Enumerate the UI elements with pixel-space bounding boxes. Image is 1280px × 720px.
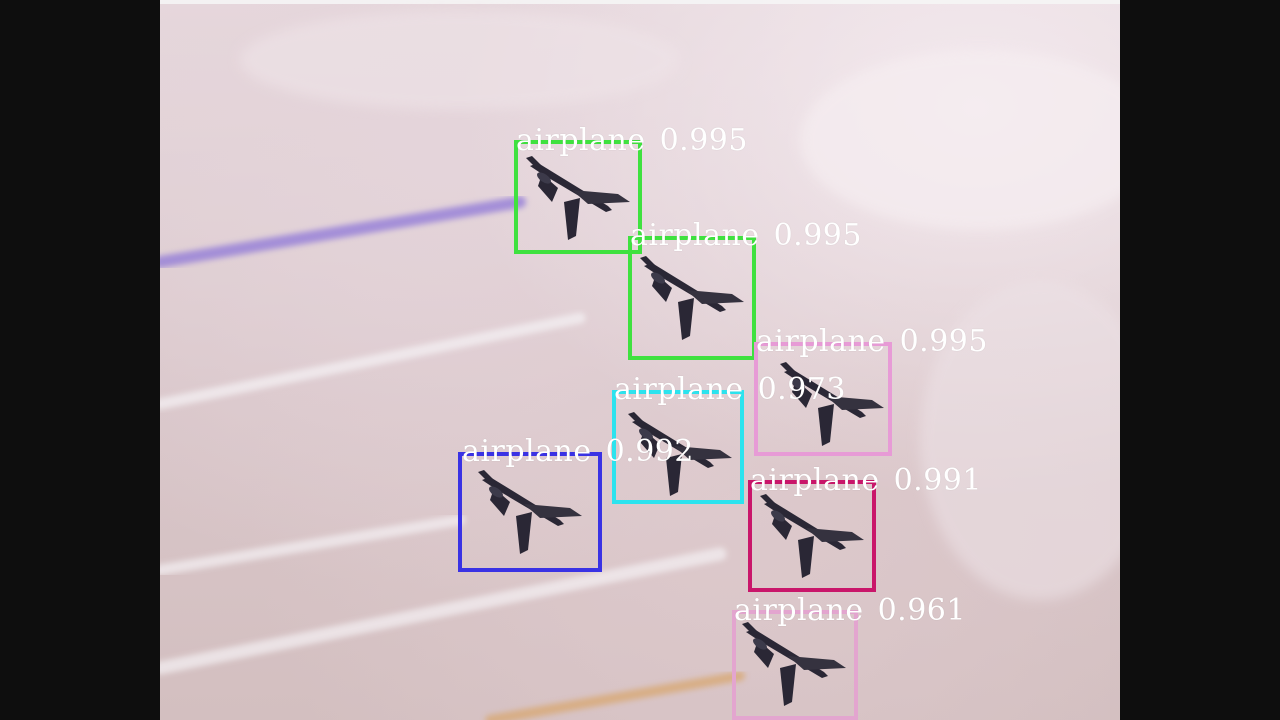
detection-box (514, 140, 642, 254)
detection-label: airplane 0.961 (734, 596, 966, 626)
detection-box (628, 236, 756, 360)
detection-class: airplane (750, 463, 880, 498)
detection-class: airplane (630, 218, 760, 253)
detection-score: 0.995 (899, 324, 988, 359)
detection-score: 0.961 (877, 593, 966, 628)
detection-box (612, 390, 744, 504)
purple-smoke-trail (160, 196, 526, 268)
detection-box (754, 342, 892, 456)
frame-top-edge (160, 0, 1120, 4)
detection-label: airplane 0.995 (630, 221, 862, 251)
detection-class: airplane (756, 324, 886, 359)
detection-score: 0.995 (659, 123, 748, 158)
video-frame: airplane 0.995 airplane 0.995 airplane 0.99… (160, 0, 1120, 720)
detection-box (458, 452, 602, 572)
detection-label: airplane 0.992 (462, 437, 694, 467)
detection-label: airplane 0.991 (750, 466, 982, 496)
detection-label: airplane 0.995 (756, 327, 988, 357)
detection-score: 0.991 (893, 463, 982, 498)
white-smoke-trail (160, 312, 586, 410)
detection-score: 0.973 (757, 372, 846, 407)
detection-box (748, 480, 876, 592)
detection-label: airplane 0.995 (516, 126, 748, 156)
detection-class: airplane (614, 372, 744, 407)
cloud-highlight (800, 50, 1120, 230)
detection-class: airplane (516, 123, 646, 158)
cloud-highlight (240, 10, 680, 110)
orange-smoke-trail (485, 671, 745, 720)
white-smoke-trail (160, 514, 466, 576)
white-smoke-trail (160, 547, 727, 675)
detection-box (732, 610, 858, 720)
detection-score: 0.995 (773, 218, 862, 253)
detection-class: airplane (734, 593, 864, 628)
sky-scene (160, 10, 1120, 720)
detection-class: airplane (462, 434, 592, 469)
detection-score: 0.992 (605, 434, 694, 469)
detection-label: airplane 0.973 (614, 375, 846, 405)
cloud-highlight (920, 280, 1120, 600)
